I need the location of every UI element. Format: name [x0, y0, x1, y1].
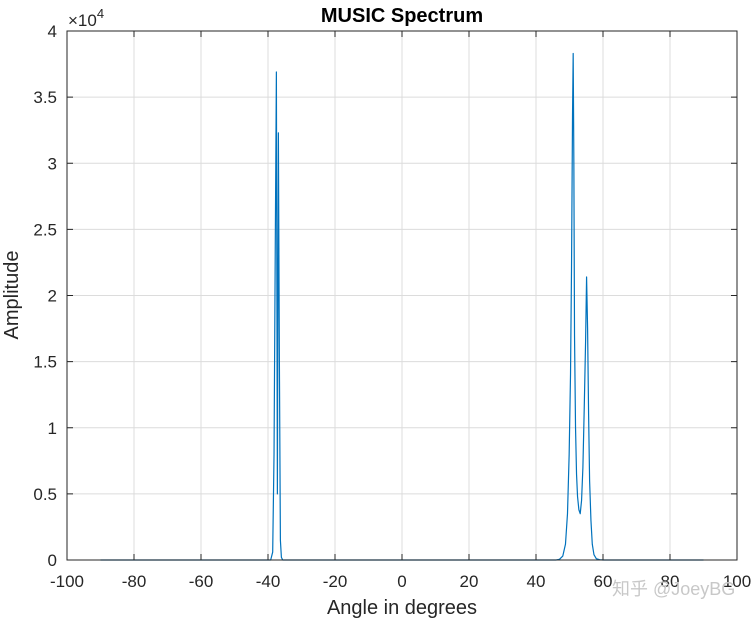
y-axis: 0 0.5 1 1.5 2 2.5 3 3.5 4 — [33, 22, 737, 570]
y-exponent-label: ×104 — [68, 6, 104, 30]
y-exponent-power: 4 — [97, 6, 104, 21]
y-tick-label: 0 — [48, 551, 57, 570]
y-tick-label: 2 — [48, 287, 57, 306]
y-tick-label: 2.5 — [33, 220, 57, 239]
y-exponent-base: ×10 — [68, 11, 97, 30]
x-tick-label: 20 — [460, 572, 479, 591]
y-tick-label: 1.5 — [33, 353, 57, 372]
y-tick-label: 0.5 — [33, 485, 57, 504]
x-tick-label: -20 — [323, 572, 348, 591]
x-tick-label: 40 — [527, 572, 546, 591]
x-tick-label: -40 — [256, 572, 281, 591]
y-tick-label: 3 — [48, 154, 57, 173]
x-tick-label: -100 — [50, 572, 84, 591]
y-tick-label: 1 — [48, 419, 57, 438]
x-tick-label: -60 — [189, 572, 214, 591]
y-axis-label: Amplitude — [1, 251, 23, 340]
x-tick-label: -80 — [122, 572, 147, 591]
x-axis: -100 -80 -60 -40 -20 0 20 40 60 80 100 — [50, 31, 751, 591]
x-tick-label: 60 — [594, 572, 613, 591]
chart-title: MUSIC Spectrum — [321, 5, 483, 27]
series-group — [100, 52, 704, 561]
x-tick-label: 80 — [661, 572, 680, 591]
y-tick-label: 3.5 — [33, 88, 57, 107]
y-tick-label: 4 — [48, 22, 57, 41]
x-axis-label: Angle in degrees — [327, 597, 477, 619]
x-tick-label: 0 — [397, 572, 406, 591]
spectrum-line — [100, 52, 704, 561]
x-tick-label: 100 — [723, 572, 751, 591]
watermark: 知乎 @JoeyBG — [612, 579, 735, 599]
